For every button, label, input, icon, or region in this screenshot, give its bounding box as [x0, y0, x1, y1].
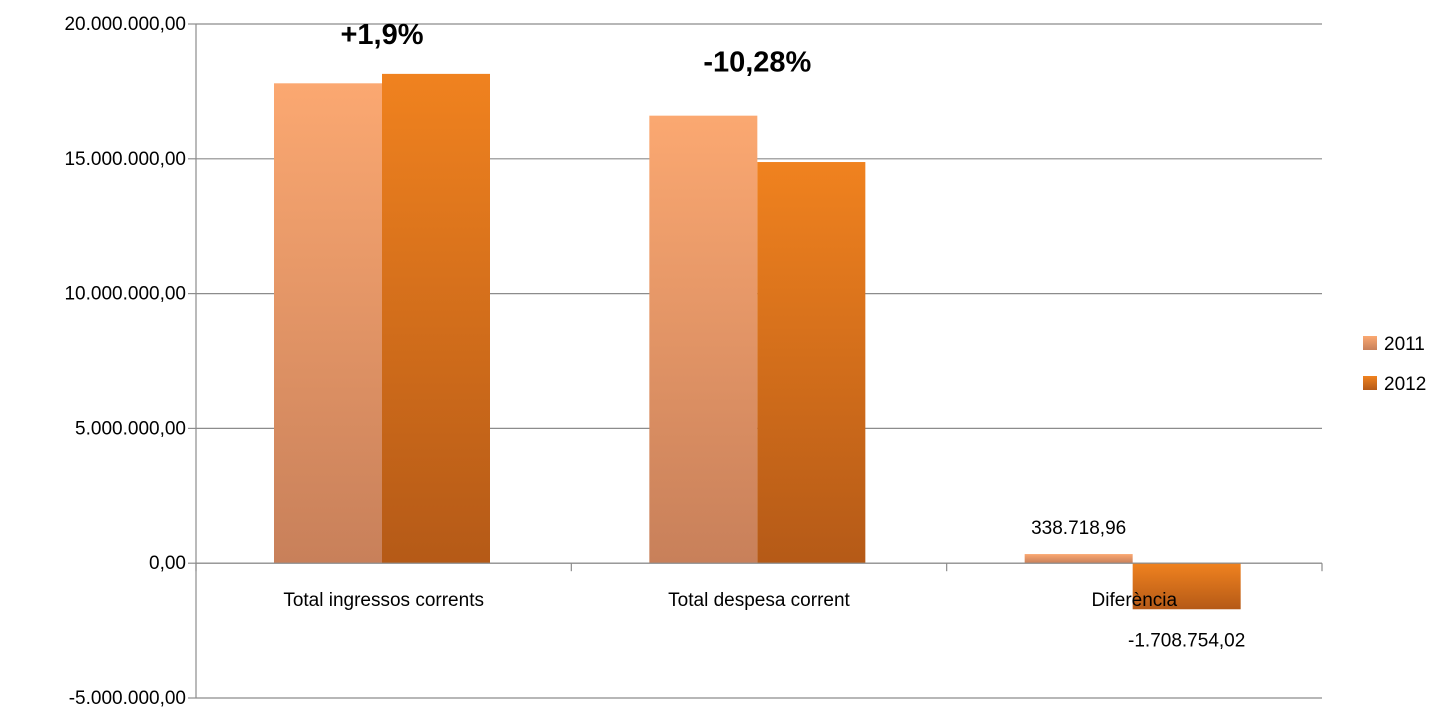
data-label: 338.718,96	[1031, 518, 1126, 539]
bar-2011-0	[274, 83, 382, 564]
x-tick-label: Diferència	[1092, 590, 1178, 611]
y-tick-label: 20.000.000,00	[64, 14, 186, 35]
data-label: -1.708.754,02	[1128, 630, 1245, 651]
percent-annotation: +1,9%	[340, 19, 423, 51]
y-tick-label: 0,00	[149, 553, 186, 574]
annotations: +1,9% -10,28%	[340, 19, 811, 79]
x-tick-label: Total despesa corrent	[668, 590, 850, 611]
y-tick-label: 15.000.000,00	[64, 149, 186, 170]
percent-annotation: -10,28%	[703, 47, 811, 79]
x-axis-labels: Total ingressos corrents Total despesa co…	[283, 590, 1177, 611]
x-tick-label: Total ingressos corrents	[283, 590, 484, 611]
bar-2012-1	[757, 162, 866, 564]
y-tick-label: 10.000.000,00	[64, 284, 186, 305]
data-labels: 338.718,96 -1.708.754,02	[1031, 518, 1245, 651]
legend-label: 2012	[1384, 374, 1426, 395]
legend-swatch	[1363, 336, 1377, 350]
bar-2011-1	[649, 115, 758, 564]
bar-2011-2	[1024, 554, 1133, 564]
bar-2012-2	[1132, 563, 1241, 610]
legend-swatch	[1363, 376, 1377, 390]
legend: 2011 2012	[1363, 334, 1426, 395]
axes	[188, 23, 1323, 699]
legend-label: 2011	[1384, 334, 1425, 355]
y-tick-label: -5.000.000,00	[69, 688, 186, 708]
bar-2012-0	[382, 73, 490, 564]
y-axis-ticks: -5.000.000,00 0,00 5.000.000,00 10.000.000,…	[64, 14, 186, 708]
y-tick-label: 5.000.000,00	[75, 418, 186, 439]
bars	[274, 73, 1241, 610]
